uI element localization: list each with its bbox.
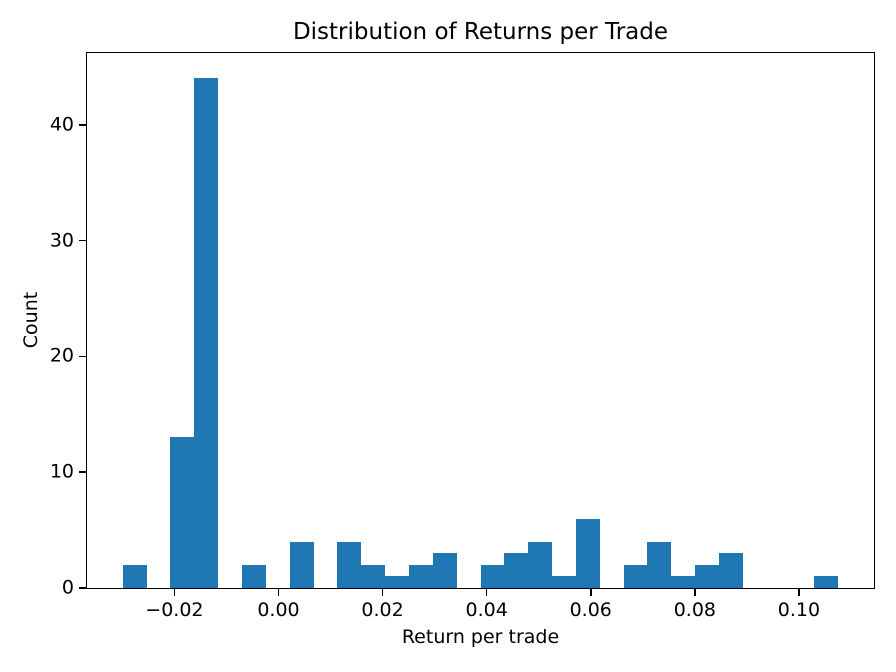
y-tick-label: 40 (49, 113, 74, 136)
histogram-bar (289, 541, 314, 588)
histogram-bar (718, 553, 743, 588)
y-tick-mark (79, 123, 86, 126)
x-tick-mark (798, 589, 800, 596)
x-tick-label: 0.08 (673, 599, 716, 621)
x-tick-mark (694, 589, 696, 596)
histogram-bar (695, 564, 719, 588)
histogram-bar (504, 553, 529, 588)
histogram-bar (480, 564, 505, 588)
histogram-bar (194, 78, 219, 588)
histogram-bar (337, 541, 362, 588)
x-axis-label: Return per trade (401, 626, 560, 648)
y-tick-mark (79, 471, 86, 473)
y-tick-mark (79, 355, 86, 358)
x-tick-mark (173, 589, 176, 596)
y-tick-label: 0 (61, 576, 74, 599)
histogram-bar (623, 564, 648, 588)
histogram-bar (575, 518, 600, 588)
x-tick-label: 0.00 (257, 599, 300, 621)
y-tick-label: 30 (49, 229, 74, 252)
histogram-bar (528, 541, 553, 588)
y-tick-label: 10 (49, 460, 74, 483)
x-tick-label: 0.02 (361, 599, 404, 621)
y-tick-mark (79, 587, 86, 589)
plot-area (86, 52, 875, 589)
histogram-bar (814, 576, 839, 588)
x-tick-mark (277, 589, 280, 596)
x-tick-mark (485, 589, 488, 596)
x-tick-label: 0.04 (465, 599, 508, 621)
y-tick-label: 20 (49, 344, 74, 367)
y-axis-label: Count (20, 291, 42, 349)
histogram-bar (647, 541, 672, 588)
chart-title: Distribution of Returns per Trade (292, 19, 669, 45)
bars-layer (87, 53, 874, 588)
histogram-bar (170, 437, 195, 588)
histogram-bar (385, 576, 409, 588)
x-tick-label: 0.10 (777, 599, 821, 621)
histogram-bar (122, 564, 147, 588)
x-tick-mark (381, 589, 384, 596)
histogram-bar (432, 553, 457, 588)
histogram-bar (361, 564, 386, 588)
histogram-bar (242, 564, 266, 588)
histogram-bar (671, 576, 696, 588)
x-tick-label: 0.06 (569, 599, 612, 621)
histogram-bar (408, 564, 433, 588)
y-tick-mark (79, 239, 86, 242)
histogram-bar (552, 576, 576, 588)
x-tick-mark (589, 589, 592, 596)
x-tick-label: −0.02 (145, 599, 204, 621)
